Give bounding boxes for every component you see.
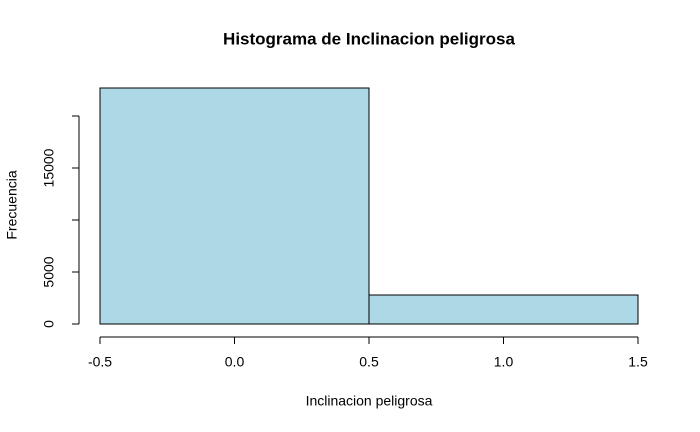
x-tick-label: 0.0 [225, 354, 245, 370]
y-axis-label: Frecuencia [4, 170, 20, 239]
x-axis-label: Inclinacion peligrosa [306, 393, 433, 409]
x-tick-label: 1.5 [628, 354, 648, 370]
y-tick-label: 15000 [41, 148, 57, 187]
x-tick-label: 1.0 [494, 354, 514, 370]
x-tick-label: -0.5 [88, 354, 112, 370]
chart-title: Histograma de Inclinacion peligrosa [223, 29, 515, 48]
bar [368, 294, 639, 325]
y-tick-label: 0 [41, 320, 57, 328]
y-tick-label: 5000 [41, 256, 57, 287]
bar [99, 87, 370, 325]
x-tick-label: 0.5 [359, 354, 379, 370]
